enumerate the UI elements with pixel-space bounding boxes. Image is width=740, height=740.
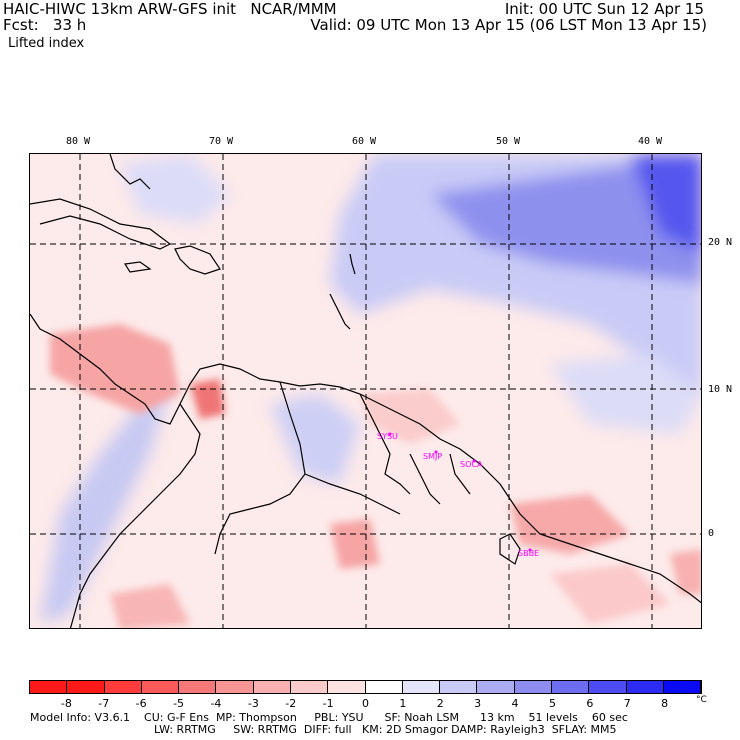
lon-label-80w: 80 W bbox=[66, 136, 91, 147]
colorbar-cell bbox=[253, 681, 291, 693]
colorbar-tick-label: 0 bbox=[362, 697, 369, 710]
lon-label-60w: 60 W bbox=[352, 136, 377, 147]
station-label-soca: SOCA bbox=[460, 460, 483, 469]
colorbar-tick-label: 1 bbox=[399, 697, 407, 710]
colorbar-cell bbox=[551, 681, 590, 693]
colorbar-cell bbox=[477, 681, 515, 693]
colorbar-cell bbox=[141, 681, 180, 693]
station-marker-soca bbox=[472, 459, 476, 463]
colorbar-tick-label: -8 bbox=[60, 697, 72, 710]
colorbar-cell bbox=[365, 681, 403, 693]
colorbar-cell bbox=[328, 681, 366, 693]
field-name: Lifted index bbox=[8, 36, 85, 51]
colorbar-tick-label: 4 bbox=[511, 697, 519, 710]
map-panel bbox=[29, 153, 702, 629]
colorbar-tick-label: -3 bbox=[247, 697, 259, 710]
colorbar-cell bbox=[290, 681, 329, 693]
colorbar-tick-label: 5 bbox=[548, 697, 556, 710]
model-info-line2: LW: RRTMG SW: RRTMG DIFF: full KM: 2D Sm… bbox=[154, 723, 617, 736]
model-info-line1: Model Info: V3.6.1 CU: G-F Ens MP: Thomp… bbox=[30, 711, 628, 724]
stable-regions bbox=[40, 154, 701, 624]
colorbar-tick-label: -7 bbox=[98, 697, 110, 710]
valid-time: Valid: 09 UTC Mon 13 Apr 15 (06 LST Mon … bbox=[310, 16, 707, 34]
forecast-hour: Fcst: 33 h bbox=[3, 16, 87, 34]
lat-label-0: 0 bbox=[708, 528, 715, 539]
colorbar-tick-label: -5 bbox=[173, 697, 185, 710]
init-time: Init: 00 UTC Sun 12 Apr 15 bbox=[504, 0, 704, 18]
colorbar-cell bbox=[104, 681, 142, 693]
station-marker-sbbe bbox=[528, 548, 532, 552]
colorbar-cell bbox=[440, 681, 478, 693]
colorbar-cell bbox=[179, 681, 217, 693]
lon-label-40w: 40 W bbox=[638, 136, 663, 147]
colorbar-tick-label: -1 bbox=[322, 697, 334, 710]
colorbar-cell bbox=[67, 681, 105, 693]
colorbar-tick-label: -2 bbox=[285, 697, 297, 710]
colorbar-tick-label: 7 bbox=[623, 697, 631, 710]
colorbar-cell bbox=[626, 681, 664, 693]
colorbar-tick-label: -4 bbox=[210, 697, 222, 710]
station-markers bbox=[388, 432, 532, 552]
colorbar bbox=[29, 680, 702, 694]
colorbar-cell bbox=[402, 681, 441, 693]
lat-label-20n: 20 N bbox=[708, 237, 733, 248]
colorbar-tick-label: 6 bbox=[586, 697, 594, 710]
coastlines bbox=[30, 154, 701, 628]
lon-label-50w: 50 W bbox=[496, 136, 521, 147]
station-label-sysu: SYSU bbox=[377, 432, 398, 441]
lifted-index-map bbox=[30, 154, 701, 628]
lat-lon-grid bbox=[30, 154, 701, 628]
colorbar-cell bbox=[514, 681, 552, 693]
colorbar-tick-label: 3 bbox=[474, 697, 482, 710]
lat-label-10n: 10 N bbox=[708, 384, 733, 395]
colorbar-cell bbox=[589, 681, 627, 693]
station-marker-sysu bbox=[388, 432, 392, 436]
colorbar-tick-label: 2 bbox=[436, 697, 444, 710]
colorbar-tick-label: 8 bbox=[661, 697, 669, 710]
colorbar-tick-label: -6 bbox=[135, 697, 147, 710]
colorbar-cell bbox=[30, 681, 68, 693]
station-label-smjp: SMJP bbox=[423, 452, 443, 461]
lon-label-70w: 70 W bbox=[209, 136, 234, 147]
colorbar-cell bbox=[216, 681, 254, 693]
station-marker-smjp bbox=[434, 450, 438, 454]
model-title: HAIC-HIWC 13km ARW-GFS init NCAR/MMM bbox=[3, 0, 337, 18]
colorbar-unit: °C bbox=[696, 695, 707, 705]
station-label-sbbe: SBBE bbox=[518, 549, 540, 558]
colorbar-cell bbox=[663, 681, 702, 693]
unstable-regions bbox=[50, 324, 701, 628]
